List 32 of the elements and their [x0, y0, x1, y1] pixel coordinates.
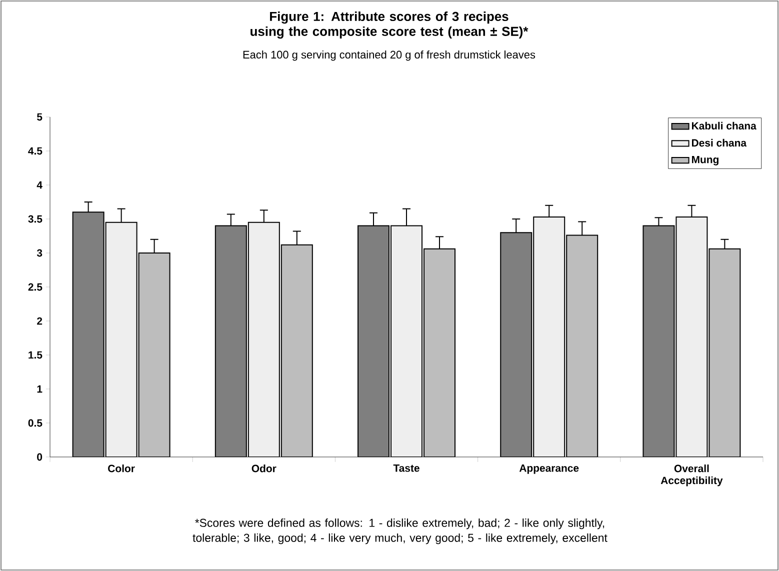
- bar: [708, 248, 741, 457]
- bar: [72, 212, 104, 457]
- y-tick-label: 5: [37, 113, 42, 121]
- y-tick-label: 0.5: [28, 419, 42, 427]
- bar: [566, 234, 598, 457]
- bar: [424, 248, 456, 457]
- x-tick-label: Overall Acceptibility: [660, 464, 723, 486]
- bar: [500, 232, 532, 457]
- x-tick-label: Odor: [252, 464, 276, 472]
- legend-label: Kabuli chana: [692, 122, 756, 130]
- x-tick-label: Color: [108, 464, 135, 472]
- chart-title: Figure 1: Attribute scores of 3 recipes using the composite score test (mean ± SE)*: [250, 12, 528, 39]
- bar: [138, 252, 170, 457]
- y-tick-label: 2.5: [28, 283, 42, 291]
- x-tick-label: Taste: [393, 464, 420, 472]
- text: *Scores were defined as follows: 1 - dislike extremely, bad; 2 - like only slightly, tolerable; 3 like, good; 4 - like very much, very good; 5 - like extremely, excellent: [192, 518, 608, 544]
- bar: [358, 225, 390, 457]
- chart-subtitle: Each 100 g serving contained 20 g of fresh drumstick leaves: [243, 50, 536, 61]
- y-tick-label: 3.5: [28, 215, 42, 223]
- y-tick-label: 1: [37, 385, 42, 393]
- bar: [214, 225, 247, 457]
- y-tick-label: 3: [36, 249, 42, 257]
- x-tick-label: Appearance: [519, 464, 579, 474]
- bar: [642, 225, 675, 457]
- legend-label: Desi chana: [692, 138, 747, 147]
- y-tick-label: 1.5: [28, 351, 42, 359]
- y-tick-label: 4.5: [28, 147, 42, 155]
- y-tick-label: 0: [37, 453, 42, 461]
- legend-label: Mung: [692, 156, 718, 166]
- y-tick-label: 2: [37, 317, 42, 325]
- y-tick-label: 4: [36, 181, 42, 189]
- bar: [280, 244, 313, 457]
